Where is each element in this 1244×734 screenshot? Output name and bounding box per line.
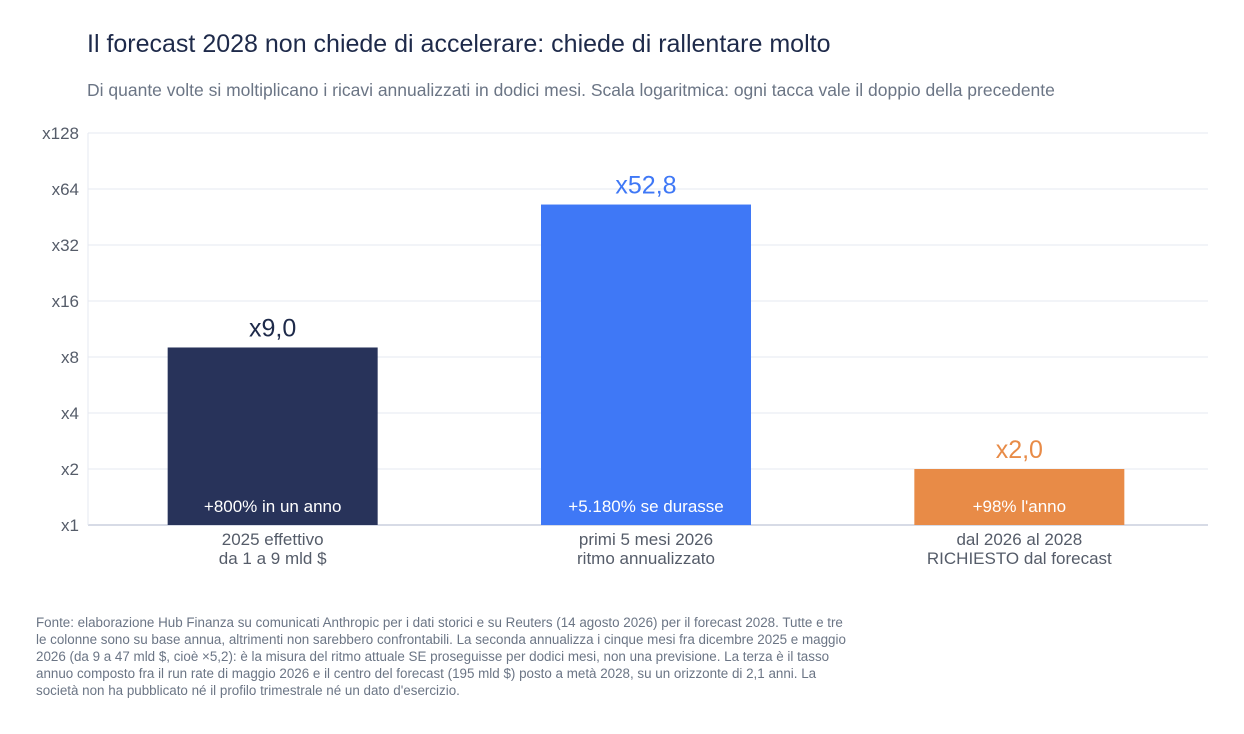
y-tick-label: x32 <box>52 236 79 255</box>
y-tick-label: x4 <box>61 404 79 423</box>
x-tick-label: dal 2026 al 2028 <box>956 530 1082 549</box>
bar-inner-label: +5.180% se durasse <box>568 497 723 516</box>
x-tick-label: 2025 effettivo <box>222 530 324 549</box>
y-tick-label: x64 <box>52 180 79 199</box>
x-tick-label: RICHIESTO dal forecast <box>927 549 1112 568</box>
y-tick-label: x8 <box>61 348 79 367</box>
x-tick-label: da 1 a 9 mld $ <box>219 549 327 568</box>
chart-footnote: Fonte: elaborazione Hub Finanza su comun… <box>36 615 846 698</box>
bar-value-label: x52,8 <box>615 172 676 200</box>
bar-inner-label: +98% l'anno <box>973 497 1067 516</box>
bar <box>541 204 751 525</box>
x-tick-label: primi 5 mesi 2026 <box>579 530 713 549</box>
y-tick-label: x128 <box>42 124 79 143</box>
y-tick-label: x2 <box>61 460 79 479</box>
y-tick-label: x1 <box>61 516 79 535</box>
bar <box>914 469 1125 525</box>
bar <box>167 347 378 525</box>
chart-title: Il forecast 2028 non chiede di accelerar… <box>87 30 831 58</box>
y-tick-label: x16 <box>52 292 79 311</box>
bar-inner-label: +800% in un anno <box>204 497 342 516</box>
bar-value-label: x9,0 <box>249 314 296 342</box>
chart-subtitle: Di quante volte si moltiplicano i ricavi… <box>87 80 1055 100</box>
bar-value-label: x2,0 <box>996 436 1043 464</box>
x-tick-label: ritmo annualizzato <box>577 549 715 568</box>
